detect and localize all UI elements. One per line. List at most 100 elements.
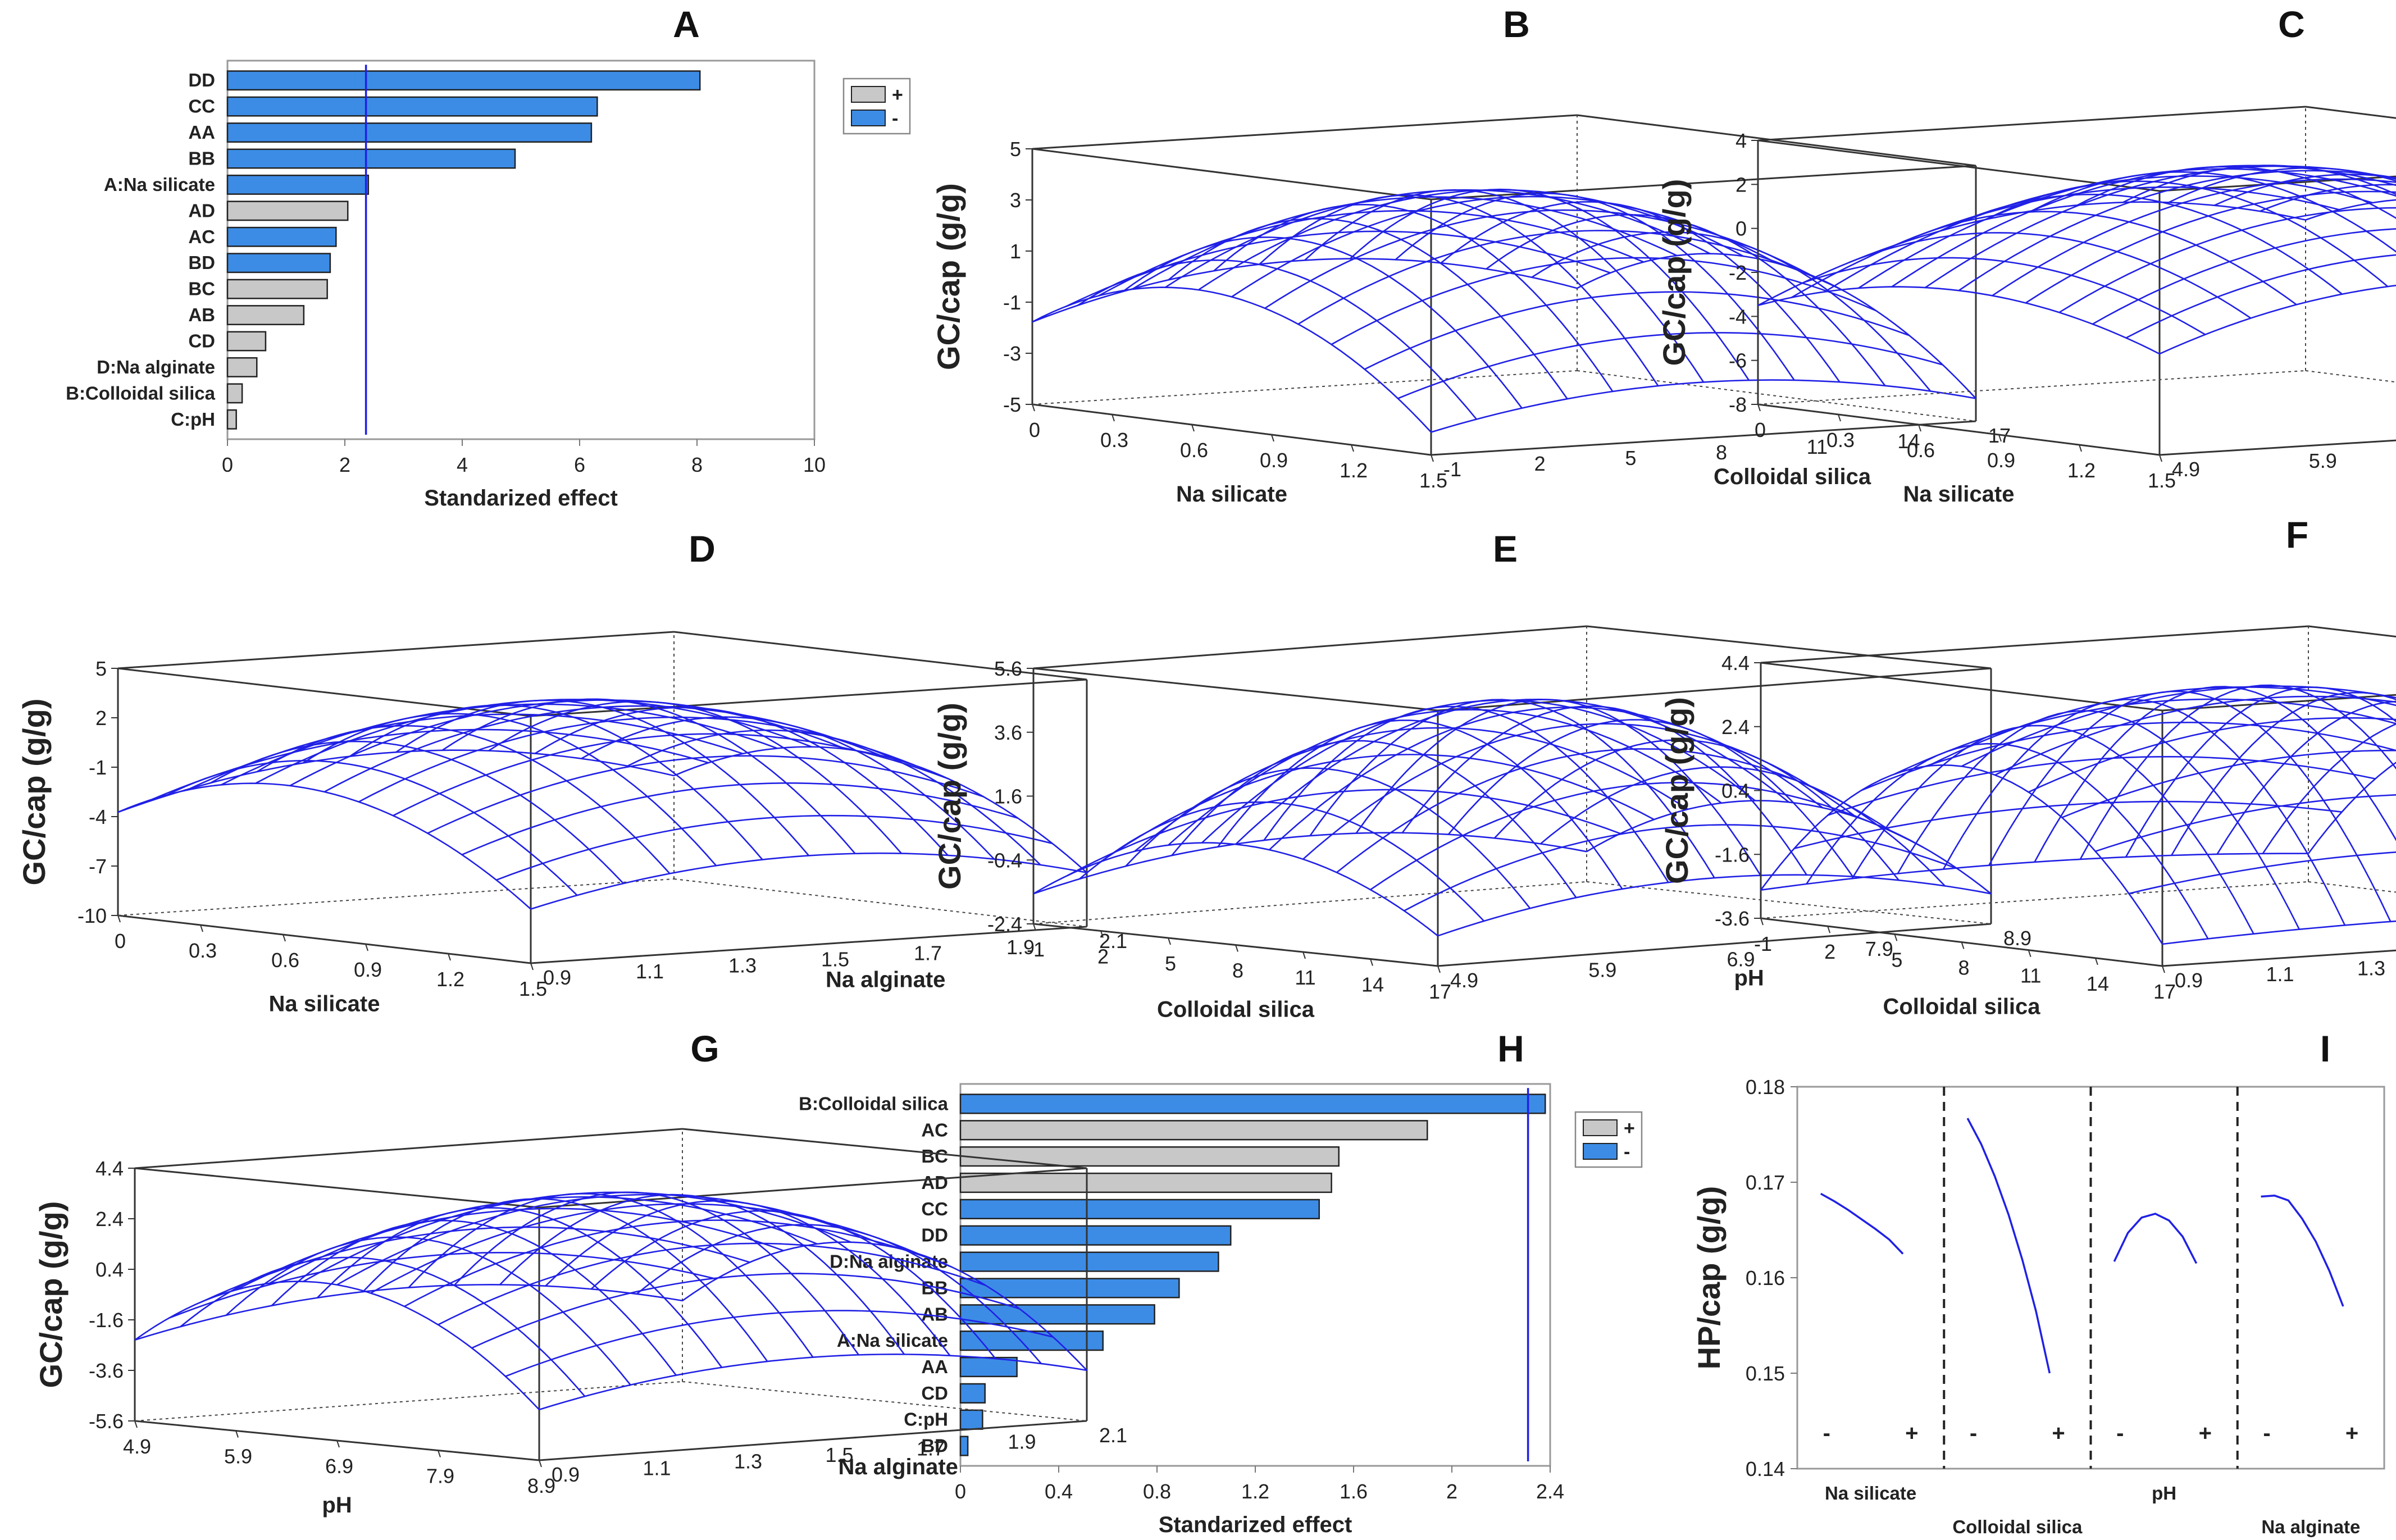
panel-b-y-tick-label: -1	[1443, 458, 1461, 481]
panel-d-x-tick-label: 0.3	[189, 939, 217, 962]
panel-d-x-axis-title: Na silicate	[269, 992, 380, 1017]
panel-g-surface-mesh-line	[134, 1283, 683, 1341]
panel-g-chart: 4.4 2.4 0.4 -1.6 -3.6 -5.64.9 5.9 6.9 7.9 8.90.9 1…	[33, 1128, 1127, 1518]
panel-e-surface-mesh-line	[1067, 789, 1621, 877]
panel-c-box-edge	[2305, 106, 2396, 119]
panel-i-y-tick-label: 0.17	[1746, 1171, 1785, 1194]
panel-g-box-edge	[134, 1381, 683, 1421]
panel-b-x-tick-label: 0.3	[1100, 429, 1128, 452]
panel-d-z-tick-label: -4	[89, 805, 107, 828]
panel-f-surface-mesh-line	[2125, 686, 2396, 858]
panel-d-z-axis-title: GC/cap (g/g)	[16, 699, 52, 886]
panel-f-x-tick-label: -1	[1754, 932, 1772, 955]
panel-e-x-axis-title: Colloidal silica	[1157, 997, 1315, 1022]
panel-d-box-edge	[673, 878, 1087, 927]
panel-h-legend-swatch	[1583, 1143, 1618, 1160]
panel-g-x-axis-title: pH	[322, 1493, 352, 1518]
panel-f-surface-mesh-line	[2061, 749, 2396, 818]
panel-e-box-edge	[1437, 923, 1992, 967]
panel-e-z-axis-title: GC/cap (g/g)	[932, 703, 967, 890]
panel-i-effect-line	[2261, 1195, 2344, 1307]
panel-a-bar	[226, 305, 305, 326]
panel-a-bar	[226, 122, 593, 143]
panel-b-surface-mesh-line	[1304, 189, 1705, 383]
panel-f-box-edge	[1760, 662, 2163, 712]
panel-a-bar	[226, 96, 598, 117]
panel-g-x-tick	[336, 1440, 340, 1448]
panel-i-factor-label: Colloidal silica	[1952, 1516, 2083, 1537]
panel-b-x-tick	[1191, 424, 1195, 432]
panel-e-y-tick-label: 5.9	[1588, 958, 1616, 981]
panel-a-bar	[226, 253, 331, 274]
panel-b-x-tick	[1112, 414, 1115, 422]
panel-d-chart: 52-1-4-7-100 0.3 0.6 0.9 1.2 1.50.9 1.1 1.3 1.5 1…	[16, 631, 1127, 1017]
panel-e-x-tick-label: -1	[1027, 938, 1045, 961]
panel-e-box-edge	[1033, 667, 1438, 712]
panel-c-x-tick-label: 1.5	[2148, 469, 2176, 492]
panel-c-z-tick-label: -8	[1729, 393, 1747, 416]
panel-i-low-level-label: -	[1823, 1421, 1830, 1446]
panel-d-surface-mesh-line	[427, 755, 984, 834]
panel-b-y-tick-label: 8	[1716, 441, 1727, 464]
panel-a-category-label: AD	[188, 200, 215, 221]
panel-g-x-tick	[438, 1450, 441, 1457]
panel-h-category-label: C:pH	[904, 1409, 948, 1430]
panel-i-y-tick-label: 0.15	[1746, 1362, 1785, 1385]
panel-c-x-tick-label: 0	[1755, 418, 1766, 441]
panel-f-y-tick-label: 1.3	[2357, 956, 2385, 979]
panel-f-x-tick-label: 14	[2087, 972, 2109, 995]
panel-g-x-tick-label: 4.9	[123, 1435, 151, 1458]
panel-b-box-edge	[1431, 165, 1976, 201]
panel-e-surface	[1033, 698, 1992, 937]
panel-b-surface-mesh-line	[1486, 214, 1886, 386]
panel-a-bar	[226, 148, 516, 169]
panel-e-x-tick-label: 5	[1165, 952, 1176, 975]
panel-c-box-edge	[1757, 139, 2160, 192]
panel-g-surface-mesh-line	[539, 1353, 1087, 1411]
panel-f-z-tick-label: 4.4	[1721, 651, 1750, 675]
panel-b-surface-mesh-line	[1397, 332, 1943, 399]
panel-c-z-tick-label: 2	[1735, 173, 1747, 196]
panel-d-z-tick-label: 2	[95, 707, 107, 730]
panel-b-box-edge	[1032, 114, 1578, 150]
panel-a-category-label: BC	[188, 279, 215, 299]
panel-a-legend-sign: +	[892, 84, 903, 106]
panel-e-x-tick	[1168, 937, 1171, 945]
panel-f-y-tick-label: 1.1	[2266, 963, 2294, 986]
panel-d-box-edge	[117, 631, 675, 669]
panel-c-surface-mesh-line	[2213, 174, 2396, 206]
panel-i-effect-line	[1966, 1118, 2051, 1374]
panel-g-z-tick-label: 4.4	[95, 1157, 124, 1180]
panel-g-surface-mesh-line	[269, 1196, 818, 1284]
panel-f-x-tick	[1827, 926, 1831, 933]
panel-f-x-tick-label: 2	[1824, 940, 1835, 963]
panel-e-z-tick-label: -0.4	[987, 849, 1022, 872]
panel-a-bar	[226, 174, 370, 195]
panel-letter: D	[689, 528, 716, 569]
panel-i-high-level-label: +	[2052, 1421, 2065, 1446]
panel-b-box-edge	[1032, 403, 1432, 456]
panel-e-y-tick-label: 4.9	[1450, 969, 1478, 992]
panel-letter: B	[1503, 3, 1530, 45]
panel-a-category-label: D:Na alginate	[97, 357, 215, 377]
panel-h-bar	[959, 1094, 1546, 1114]
panel-b-z-axis-title: GC/cap (g/g)	[931, 183, 966, 370]
panel-f-surface	[1760, 684, 2396, 945]
panel-g-x-tick-label: 8.9	[527, 1474, 555, 1497]
panel-b-box-edge	[1032, 148, 1432, 201]
panel-i-high-level-label: +	[2199, 1421, 2212, 1446]
panel-e-x-tick-label: 14	[1361, 973, 1384, 996]
panel-b-surface-mesh-line	[1364, 291, 1910, 370]
panel-b-surface	[1032, 188, 1976, 433]
panel-c-y-tick-label: 5.9	[2309, 449, 2337, 472]
panel-g-surface-mesh-line	[225, 1236, 631, 1386]
panel-g-box-edge	[134, 1128, 683, 1169]
panel-a-legend-sign: -	[892, 108, 898, 129]
panel-e-chart: 5.63.61.6-0.4-2.4-1 2 5 8 11 14 174.9 5.9 6.9 7.9…	[932, 625, 2031, 1022]
panel-a-x-axis-title: Standarized effect	[424, 486, 618, 511]
panel-f-x-tick-label: 17	[2153, 980, 2176, 1003]
panel-f-surface-mesh-line	[1994, 695, 2396, 776]
panel-c-z-tick-label: -6	[1729, 349, 1747, 372]
panel-g-y-tick-label: 1.5	[826, 1443, 854, 1466]
panel-d-z-tick-label: 5	[95, 657, 107, 680]
